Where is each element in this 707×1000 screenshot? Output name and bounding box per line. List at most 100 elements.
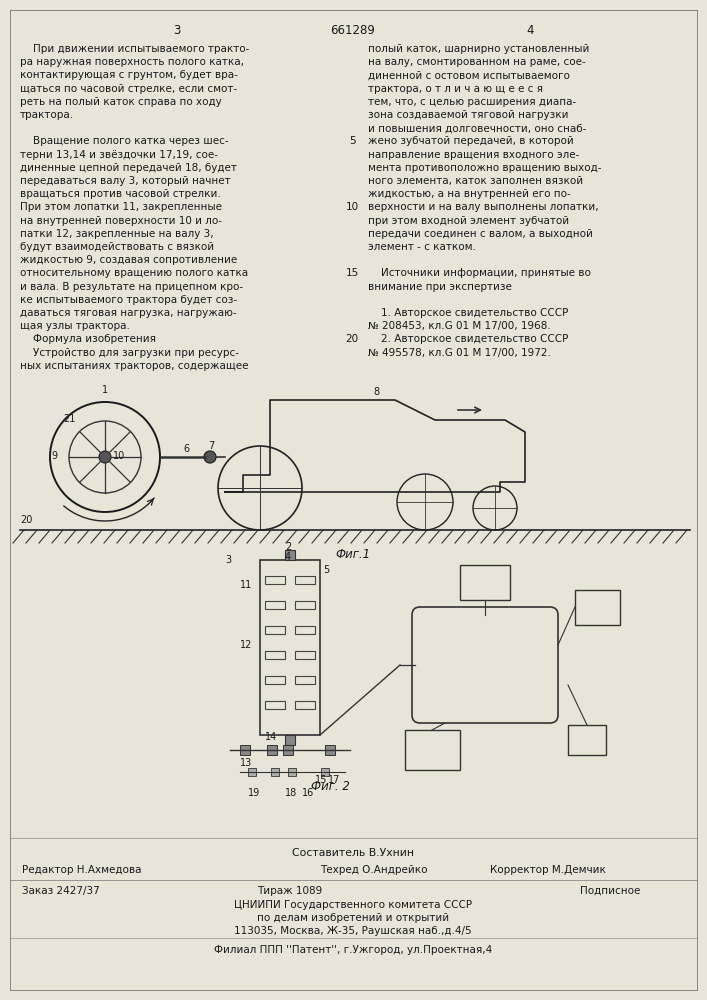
Text: Редактор Н.Ахмедова: Редактор Н.Ахмедова [22, 865, 141, 875]
Text: Подписное: Подписное [580, 886, 641, 896]
Text: При этом лопатки 11, закрепленные: При этом лопатки 11, закрепленные [20, 202, 222, 212]
Text: ра наружная поверхность полого катка,: ра наружная поверхность полого катка, [20, 57, 244, 67]
Text: 2. Авторское свидетельство СССР: 2. Авторское свидетельство СССР [368, 334, 568, 344]
Text: Филиал ППП ''Патент'', г.Ужгород, ул.Проектная,4: Филиал ППП ''Патент'', г.Ужгород, ул.Про… [214, 945, 492, 955]
Bar [295, 576, 315, 584]
Text: 4: 4 [526, 24, 534, 37]
Text: передаваться валу 3, который начнет: передаваться валу 3, который начнет [20, 176, 230, 186]
Text: Техред О.Андрейко: Техред О.Андрейко [320, 865, 428, 875]
Text: Составитель В.Ухнин: Составитель В.Ухнин [292, 848, 414, 858]
Bar [267, 745, 277, 755]
Bar [265, 576, 285, 584]
Bar [325, 745, 335, 755]
Text: ЦНИИПИ Государственного комитета СССР: ЦНИИПИ Государственного комитета СССР [234, 900, 472, 910]
Text: щая узлы трактора.: щая узлы трактора. [20, 321, 130, 331]
Text: 9: 9 [51, 451, 57, 461]
Text: 10: 10 [346, 202, 358, 212]
Bar [285, 735, 295, 745]
Text: даваться тяговая нагрузка, нагружаю-: даваться тяговая нагрузка, нагружаю- [20, 308, 237, 318]
Text: ных испытаниях тракторов, содержащее: ных испытаниях тракторов, содержащее [20, 361, 248, 371]
Bar [265, 701, 285, 709]
Text: жено зубчатой передачей, в которой: жено зубчатой передачей, в которой [368, 136, 574, 146]
Bar [265, 601, 285, 609]
Text: и вала. В результате на прицепном кро-: и вала. В результате на прицепном кро- [20, 282, 243, 292]
Text: трактора.: трактора. [20, 110, 74, 120]
Text: Заказ 2427/37: Заказ 2427/37 [22, 886, 100, 896]
Text: Вращение полого катка через шес-: Вращение полого катка через шес- [20, 136, 228, 146]
Circle shape [99, 451, 111, 463]
Bar [568, 725, 606, 755]
Text: диненные цепной передачей 18, будет: диненные цепной передачей 18, будет [20, 163, 237, 173]
Text: тем, что, с целью расширения диапа-: тем, что, с целью расширения диапа- [368, 97, 576, 107]
Text: полый каток, шарнирно установленный: полый каток, шарнирно установленный [368, 44, 590, 54]
Text: по делам изобретений и открытий: по делам изобретений и открытий [257, 913, 449, 923]
Bar [240, 745, 250, 755]
Text: 10: 10 [113, 451, 125, 461]
Text: 11: 11 [240, 580, 252, 590]
Text: щаться по часовой стрелке, если смот-: щаться по часовой стрелке, если смот- [20, 84, 237, 94]
Text: 661289: 661289 [331, 24, 375, 37]
Text: Фиг.1: Фиг.1 [335, 548, 370, 561]
Text: 18: 18 [285, 788, 297, 798]
Text: 21: 21 [63, 414, 76, 424]
Text: 113035, Москва, Ж-35, Раушская наб.,д.4/5: 113035, Москва, Ж-35, Раушская наб.,д.4/… [234, 926, 472, 936]
Text: реть на полый каток справа по ходу: реть на полый каток справа по ходу [20, 97, 222, 107]
Text: Тираж 1089: Тираж 1089 [257, 886, 322, 896]
Text: на валу, смонтированном на раме, сое-: на валу, смонтированном на раме, сое- [368, 57, 586, 67]
Text: 20: 20 [20, 515, 33, 525]
Text: вращаться против часовой стрелки.: вращаться против часовой стрелки. [20, 189, 221, 199]
Text: № 495578, кл.G 01 М 17/00, 1972.: № 495578, кл.G 01 М 17/00, 1972. [368, 348, 551, 358]
Text: Фиг. 2: Фиг. 2 [310, 780, 349, 793]
Text: внимание при экспертизе: внимание при экспертизе [368, 282, 512, 292]
Bar [405, 730, 460, 770]
Bar [295, 701, 315, 709]
Bar [321, 768, 329, 776]
Text: 8: 8 [373, 387, 379, 397]
Text: мента противоположно вращению выход-: мента противоположно вращению выход- [368, 163, 602, 173]
Bar [288, 768, 296, 776]
Text: 16: 16 [302, 788, 314, 798]
Text: 3: 3 [173, 24, 181, 37]
Text: 17: 17 [328, 775, 340, 785]
Text: 4: 4 [285, 552, 291, 562]
Text: 1: 1 [102, 385, 108, 395]
Bar [265, 626, 285, 634]
Text: направление вращения входного эле-: направление вращения входного эле- [368, 150, 579, 160]
Text: на внутренней поверхности 10 и ло-: на внутренней поверхности 10 и ло- [20, 216, 222, 226]
Text: Корректор М.Демчик: Корректор М.Демчик [490, 865, 606, 875]
Text: жидкостью 9, создавая сопротивление: жидкостью 9, создавая сопротивление [20, 255, 238, 265]
Text: 14: 14 [265, 732, 277, 742]
Text: 15: 15 [346, 268, 358, 278]
Bar [295, 601, 315, 609]
Text: жидкостью, а на внутренней его по-: жидкостью, а на внутренней его по- [368, 189, 571, 199]
Text: патки 12, закрепленные на валу 3,: патки 12, закрепленные на валу 3, [20, 229, 214, 239]
Text: контактирующая с грунтом, будет вра-: контактирующая с грунтом, будет вра- [20, 70, 238, 80]
Bar [460, 565, 510, 600]
Text: № 208453, кл.G 01 М 17/00, 1968.: № 208453, кл.G 01 М 17/00, 1968. [368, 321, 551, 331]
Bar [295, 676, 315, 684]
Text: передачи соединен с валом, а выходной: передачи соединен с валом, а выходной [368, 229, 593, 239]
Text: 5: 5 [323, 565, 329, 575]
Text: 20: 20 [346, 334, 358, 344]
Text: Формула изобретения: Формула изобретения [20, 334, 156, 344]
Text: зона создаваемой тяговой нагрузки: зона создаваемой тяговой нагрузки [368, 110, 568, 120]
Text: элемент - с катком.: элемент - с катком. [368, 242, 476, 252]
Text: 1. Авторское свидетельство СССР: 1. Авторское свидетельство СССР [368, 308, 568, 318]
Text: будут взаимодействовать с вязкой: будут взаимодействовать с вязкой [20, 242, 214, 252]
Text: верхности и на валу выполнены лопатки,: верхности и на валу выполнены лопатки, [368, 202, 599, 212]
Text: относительному вращению полого катка: относительному вращению полого катка [20, 268, 248, 278]
Bar [575, 590, 620, 625]
Bar [260, 560, 320, 735]
Text: при этом входной элемент зубчатой: при этом входной элемент зубчатой [368, 216, 569, 226]
Bar [265, 676, 285, 684]
Text: Устройство для загрузки при ресурс-: Устройство для загрузки при ресурс- [20, 348, 239, 358]
Text: 7: 7 [208, 441, 214, 451]
Text: При движении испытываемого тракто-: При движении испытываемого тракто- [20, 44, 250, 54]
Bar [271, 768, 279, 776]
Bar [248, 768, 256, 776]
Text: и повышения долговечности, оно снаб-: и повышения долговечности, оно снаб- [368, 123, 586, 133]
Text: 2: 2 [285, 542, 291, 552]
Bar [265, 651, 285, 659]
Text: ного элемента, каток заполнен вязкой: ного элемента, каток заполнен вязкой [368, 176, 583, 186]
Text: 13: 13 [240, 758, 252, 768]
